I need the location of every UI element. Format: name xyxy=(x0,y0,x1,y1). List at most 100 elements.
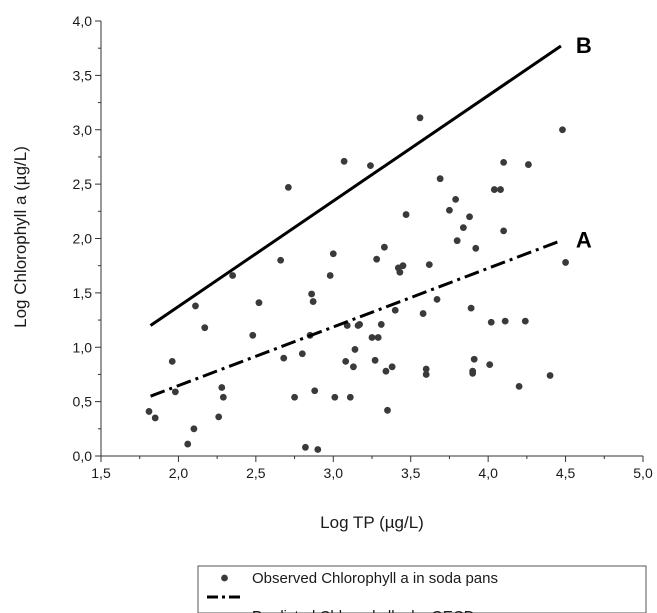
legend: Observed Chlorophyll a in soda pans Predi… xyxy=(197,565,647,613)
data-point xyxy=(467,304,475,312)
data-point xyxy=(469,369,477,377)
data-point xyxy=(302,443,309,451)
data-point xyxy=(382,367,390,375)
data-point xyxy=(497,186,504,193)
data-point xyxy=(500,158,508,166)
data-point xyxy=(453,237,461,245)
data-point xyxy=(342,357,350,365)
data-point xyxy=(255,299,263,307)
legend-label: Observed Chlorophyll a in soda pans xyxy=(252,570,498,587)
data-point xyxy=(311,387,319,395)
data-point xyxy=(145,408,153,415)
x-tick-label: 2,0 xyxy=(169,465,189,481)
data-point xyxy=(419,310,427,317)
legend-box xyxy=(197,565,647,613)
data-point xyxy=(396,268,404,276)
x-tick-label: 1,5 xyxy=(91,465,111,481)
y-tick-label: 3,0 xyxy=(73,122,93,138)
data-point xyxy=(192,302,199,310)
legend-dot-symbol xyxy=(221,574,228,582)
x-axis-ticks: 1,5 2,0 2,5 3,0 3,5 4,0 4,5 5,0 xyxy=(91,456,653,481)
data-point xyxy=(184,440,192,448)
data-point xyxy=(384,406,391,414)
data-point xyxy=(168,357,176,365)
x-tick-label: 2,5 xyxy=(246,465,266,481)
data-point xyxy=(487,318,495,326)
x-tick-label: 3,0 xyxy=(324,465,344,481)
data-point xyxy=(391,306,399,314)
x-tick-label: 5,0 xyxy=(633,465,653,481)
data-point xyxy=(521,317,529,325)
data-point xyxy=(351,346,359,353)
data-point xyxy=(350,363,357,371)
data-point xyxy=(171,388,179,396)
data-point xyxy=(219,393,227,401)
data-point xyxy=(422,365,430,373)
x-tick-label: 4,0 xyxy=(478,465,498,481)
data-point xyxy=(459,224,467,232)
data-point xyxy=(340,157,348,165)
y-tick-label: 2,0 xyxy=(73,231,93,247)
x-tick-label: 4,5 xyxy=(556,465,576,481)
data-point xyxy=(329,250,337,258)
data-point xyxy=(399,262,407,270)
data-point xyxy=(201,324,209,332)
data-point xyxy=(470,355,478,363)
y-axis-ticks: 0,0 0,5 1,0 1,5 2,0 2,5 3,0 3,5 4,0 xyxy=(73,13,101,464)
x-axis-title: Log TP (µg/L) xyxy=(320,513,424,532)
data-point xyxy=(291,393,298,401)
data-point xyxy=(331,393,339,401)
data-point xyxy=(446,206,453,214)
y-tick-label: 0,0 xyxy=(73,448,93,464)
y-tick-label: 4,0 xyxy=(73,13,93,29)
data-point xyxy=(368,334,376,341)
y-axis-title: Log Chlorophyll a (µg/L) xyxy=(11,146,30,328)
data-point xyxy=(452,195,460,203)
data-point xyxy=(373,255,381,263)
y-tick-label: 0,5 xyxy=(73,394,93,410)
axes xyxy=(100,21,643,457)
data-point xyxy=(388,363,396,371)
data-point xyxy=(367,162,374,170)
data-point xyxy=(374,334,382,341)
data-point xyxy=(298,350,306,358)
data-point xyxy=(490,186,498,193)
data-point xyxy=(308,290,316,298)
line-a xyxy=(150,239,562,398)
data-point xyxy=(277,256,285,264)
data-point xyxy=(466,213,473,221)
data-point xyxy=(284,183,292,191)
data-point xyxy=(546,372,554,379)
data-point xyxy=(422,371,430,378)
x-tick-label: 3,5 xyxy=(401,465,421,481)
y-tick-label: 1,5 xyxy=(73,285,93,301)
data-point xyxy=(314,446,322,453)
y-tick-label: 2,5 xyxy=(73,176,93,192)
data-point xyxy=(525,161,532,168)
data-point xyxy=(515,383,523,390)
data-point xyxy=(326,272,334,279)
data-point xyxy=(346,393,354,401)
data-point xyxy=(377,321,385,328)
line-a-label: A xyxy=(576,228,592,253)
data-point xyxy=(229,272,237,279)
series-layer: AB xyxy=(145,33,592,453)
data-point xyxy=(249,331,257,339)
data-point xyxy=(425,261,433,268)
data-point xyxy=(559,126,566,134)
data-point xyxy=(151,414,159,422)
data-point xyxy=(280,354,288,362)
data-point xyxy=(436,175,444,183)
data-point xyxy=(416,114,424,122)
data-point xyxy=(218,384,226,391)
data-point xyxy=(309,298,317,305)
data-point xyxy=(190,425,198,433)
line-b xyxy=(149,44,562,327)
y-tick-label: 3,5 xyxy=(73,67,93,83)
data-point xyxy=(380,243,388,251)
data-point xyxy=(486,361,494,369)
data-point xyxy=(433,296,441,303)
data-point xyxy=(472,244,480,252)
line-b-label: B xyxy=(576,33,592,58)
